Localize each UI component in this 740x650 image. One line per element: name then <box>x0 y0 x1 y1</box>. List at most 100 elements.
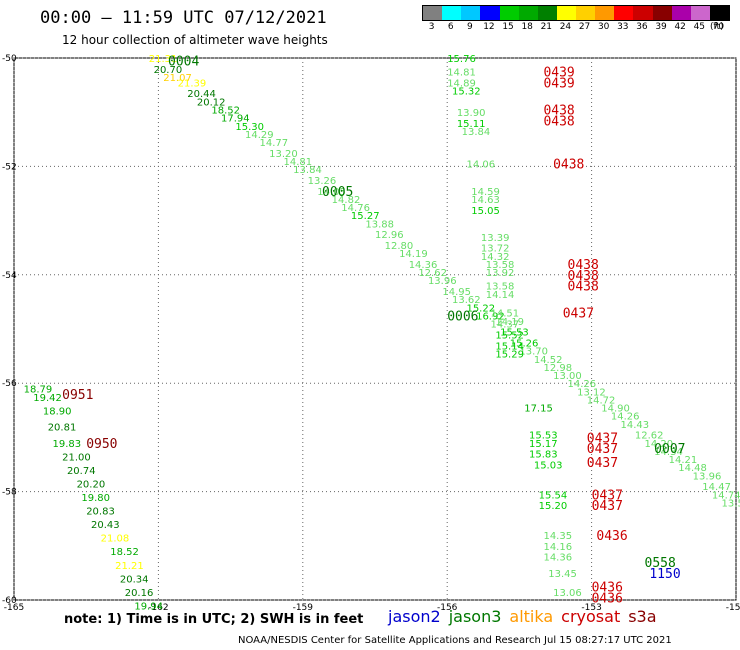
swh-value-label: 15.03 <box>534 461 563 472</box>
x-tick-label: -156 <box>437 603 458 610</box>
color-swatch <box>556 6 576 20</box>
legend-item: jason3 <box>448 607 502 626</box>
swh-value-label: 13.00 <box>553 371 582 382</box>
swh-value-label: 14.16 <box>543 542 572 553</box>
time-label: 0437 <box>563 307 594 322</box>
swh-value-label: 13.92 <box>486 268 515 279</box>
swh-value-label: 15.29 <box>495 349 524 360</box>
color-swatch <box>633 6 653 20</box>
swh-value-label: 14.35 <box>543 531 572 542</box>
swh-value-label: 14.05 <box>317 187 346 198</box>
swh-value-label: 15.22 <box>466 303 495 314</box>
color-scale-bar <box>422 5 730 21</box>
swh-value-label: 14.14 <box>486 290 515 301</box>
swh-value-label: 13.62 <box>452 295 481 306</box>
swh-value-label: 15.52 <box>495 330 524 341</box>
swh-value-label: 20.43 <box>91 520 120 531</box>
color-swatch <box>652 6 672 20</box>
swh-value-label: 21.07 <box>163 73 192 84</box>
swh-value-label: 14.81 <box>447 68 476 79</box>
swh-value-label: 14.89 <box>447 78 476 89</box>
swh-value-label: 15.11 <box>457 119 486 130</box>
swh-value-label: 20.44 <box>187 89 216 100</box>
footer-note: note: 1) Time is in UTC; 2) SWH is in fe… <box>64 612 364 627</box>
swh-value-label: 15.20 <box>539 501 568 512</box>
swh-value-label: 14.76 <box>341 203 370 214</box>
y-tick-label: -58 <box>2 488 17 498</box>
time-label: 0437 <box>587 442 618 457</box>
swh-value-label: 14.19 <box>399 249 428 260</box>
legend-item: altika <box>509 607 554 626</box>
swh-value-label: 19.83 <box>53 439 82 450</box>
swh-value-label: 19.80 <box>81 493 110 504</box>
y-tick-label: -60 <box>2 596 17 606</box>
swh-value-label: 20.34 <box>120 574 149 585</box>
color-scale-label: 15 <box>502 22 514 32</box>
swh-value-label: 15.53 <box>500 328 529 339</box>
color-swatch <box>614 6 634 20</box>
footer-credit: NOAA/NESDIS Center for Satellite Applica… <box>238 635 672 646</box>
color-scale-label: 3 <box>428 22 435 32</box>
swh-value-label: 14.72 <box>587 395 616 406</box>
swh-value-label: 15.54 <box>539 490 568 501</box>
swh-value-label: 14.32 <box>481 252 510 263</box>
swh-value-label: 15.05 <box>471 206 500 217</box>
time-label: 0004 <box>168 55 199 70</box>
time-label: 0950 <box>86 437 117 452</box>
color-scale-label: 45 <box>693 22 706 32</box>
swh-value-label: 14.26 <box>568 379 597 390</box>
swh-value-label: 20.20 <box>77 479 106 490</box>
color-swatch <box>518 6 538 20</box>
time-label: 0438 <box>568 269 599 284</box>
swh-value-label: 13.96 <box>693 471 722 482</box>
y-tick-label: -54 <box>2 271 17 281</box>
swh-value-label: 20.81 <box>48 423 77 434</box>
swh-value-label: 15.17 <box>529 439 558 450</box>
time-label: 0436 <box>592 591 623 606</box>
swh-value-label: 13.88 <box>365 219 394 230</box>
swh-value-label: 13.58 <box>486 282 515 293</box>
swh-value-label: 14.37 <box>491 320 520 331</box>
swh-value-label: 13.72 <box>481 244 510 255</box>
swh-value-label: 18.52 <box>211 105 240 116</box>
color-scale-labels: 3 6 9 12 15 18 21 24 27 30 33 36 39 42 45 70 <box>422 22 728 34</box>
swh-value-label: 18.79 <box>24 385 53 396</box>
color-scale-label: 21 <box>540 22 553 32</box>
swh-value-label: 13.12 <box>577 387 606 398</box>
swh-value-label: 14.95 <box>442 287 471 298</box>
swh-value-label: 13.20 <box>269 149 298 160</box>
color-scale-label: 36 <box>636 22 648 32</box>
swh-value-label: 12.62 <box>635 431 664 442</box>
swh-value-label: 20.12 <box>197 97 226 108</box>
swh-value-label: 19.42 <box>33 393 62 404</box>
color-scale-label: 42 <box>674 22 686 32</box>
swh-value-label: 20.83 <box>86 507 115 518</box>
swh-value-label: 13.84 <box>462 127 491 138</box>
swh-value-label: 17.94 <box>221 114 250 125</box>
swh-value-label: 21.39 <box>178 78 207 89</box>
swh-value-label: 14.90 <box>601 404 630 415</box>
legend-item: jason2 <box>388 607 441 626</box>
plot-frame <box>13 57 737 601</box>
color-scale-label: 39 <box>655 22 667 32</box>
color-scale-label: 30 <box>597 22 610 32</box>
time-label: 0438 <box>568 280 599 295</box>
wave-height-plot: -165 -162 -159 -156 -153 -150 -50 -52 -54 -56 -58 -… <box>2 54 740 610</box>
color-scale-label: 12 <box>483 22 495 32</box>
swh-value-label: 14.26 <box>611 412 640 423</box>
swh-value-label: 19.94 <box>134 601 163 610</box>
color-scale-label: 9 <box>466 22 473 32</box>
swh-value-label: 20.74 <box>67 466 96 477</box>
color-swatch <box>709 6 729 20</box>
swh-value-label: 14.36 <box>543 553 572 564</box>
swh-value-label: 14.43 <box>620 420 649 431</box>
time-label: 0439 <box>543 76 574 91</box>
swh-value-label: 21.31 <box>149 54 178 65</box>
time-label: 0006 <box>447 309 478 324</box>
chart-title: 00:00 — 11:59 UTC 07/12/2021 <box>40 8 327 28</box>
swh-value-label: 14.36 <box>409 260 438 271</box>
swh-value-label: 12.62 <box>418 268 447 279</box>
swh-value-label: 13.70 <box>519 347 548 358</box>
x-tick-label: -153 <box>581 603 601 610</box>
x-tick-label: -162 <box>148 603 168 610</box>
